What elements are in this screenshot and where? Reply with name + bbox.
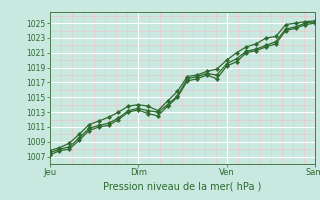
X-axis label: Pression niveau de la mer( hPa ): Pression niveau de la mer( hPa ) — [103, 181, 261, 191]
